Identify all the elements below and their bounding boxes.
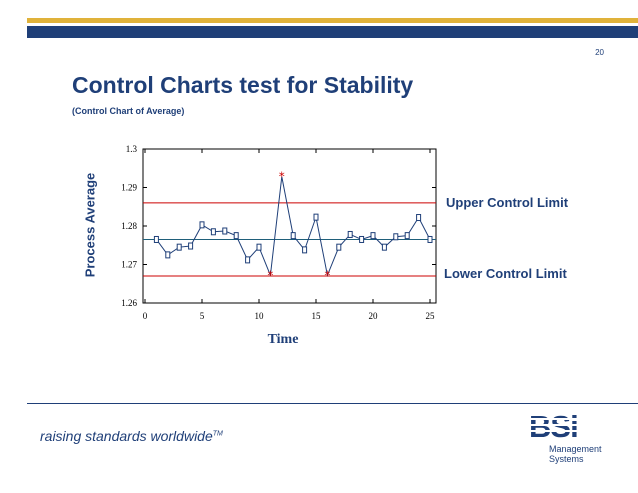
data-point xyxy=(199,221,205,229)
control-chart: 1.26 1.27 1.28 1.29 1.3 0 5 10 15 20 25 * * * xyxy=(121,144,437,321)
data-point xyxy=(381,243,387,251)
bsi-logo-subtitle: Management Systems xyxy=(549,444,602,464)
bsi-logo: BSi Management Systems xyxy=(529,409,609,489)
data-point xyxy=(210,228,216,236)
x-tick-label: 0 xyxy=(143,311,148,321)
out-of-control-point: * xyxy=(324,268,330,282)
logo-sub-line2: Systems xyxy=(549,454,584,464)
slide-subtitle: (Control Chart of Average) xyxy=(72,106,185,116)
data-point xyxy=(336,243,342,251)
data-point xyxy=(188,242,194,250)
out-of-control-point: * xyxy=(279,170,285,184)
slide-title: Control Charts test for Stability xyxy=(72,72,414,98)
x-tick-label: 25 xyxy=(426,311,436,321)
y-tick-label: 1.26 xyxy=(121,298,137,308)
data-point xyxy=(233,232,239,240)
data-point xyxy=(176,243,182,251)
y-tick-label: 1.28 xyxy=(121,221,137,231)
upper-control-limit-label: Upper Control Limit xyxy=(446,195,569,210)
header-gold-stripe xyxy=(27,18,638,23)
data-point xyxy=(370,232,376,240)
y-axis-label: Process Average xyxy=(82,172,98,278)
y-tick-label: 1.27 xyxy=(121,260,137,270)
y-tick-label: 1.29 xyxy=(121,183,137,193)
footer-tagline: raising standards worldwideTM xyxy=(40,428,223,444)
data-point xyxy=(359,235,365,243)
x-tick-label: 10 xyxy=(255,311,265,321)
data-point xyxy=(404,232,410,240)
trademark: TM xyxy=(212,430,223,438)
footer-divider xyxy=(27,403,638,404)
data-point xyxy=(256,243,262,251)
data-point xyxy=(302,246,308,254)
page-number: 20 xyxy=(595,48,604,57)
logo-stripe xyxy=(529,430,603,432)
data-point xyxy=(347,230,353,238)
footer-tagline-text: raising standards worldwide xyxy=(40,428,213,444)
out-of-control-point: * xyxy=(267,268,273,282)
data-point xyxy=(313,213,319,221)
lower-control-limit-label: Lower Control Limit xyxy=(444,266,567,281)
data-point xyxy=(153,235,159,243)
x-tick-label: 5 xyxy=(200,311,205,321)
data-point xyxy=(290,232,296,240)
header-bar xyxy=(27,0,638,40)
data-point xyxy=(393,233,399,241)
bsi-logo-wordmark: BSi xyxy=(529,409,579,444)
series-line xyxy=(155,176,431,278)
y-axis-label-wrap: Process Average xyxy=(80,145,100,305)
logo-stripe xyxy=(529,418,603,420)
logo-stripe xyxy=(529,424,603,426)
data-point xyxy=(416,214,422,222)
header-navy-stripe xyxy=(27,26,638,38)
y-tick-label: 1.3 xyxy=(126,144,138,154)
data-point xyxy=(245,256,251,264)
plot-frame xyxy=(142,148,437,304)
logo-sub-line1: Management xyxy=(549,444,602,454)
data-point xyxy=(427,235,433,243)
x-axis-label: Time xyxy=(267,332,299,347)
data-point xyxy=(165,251,171,259)
data-point xyxy=(222,227,228,235)
x-tick-label: 15 xyxy=(312,311,322,321)
x-tick-label: 20 xyxy=(369,311,379,321)
